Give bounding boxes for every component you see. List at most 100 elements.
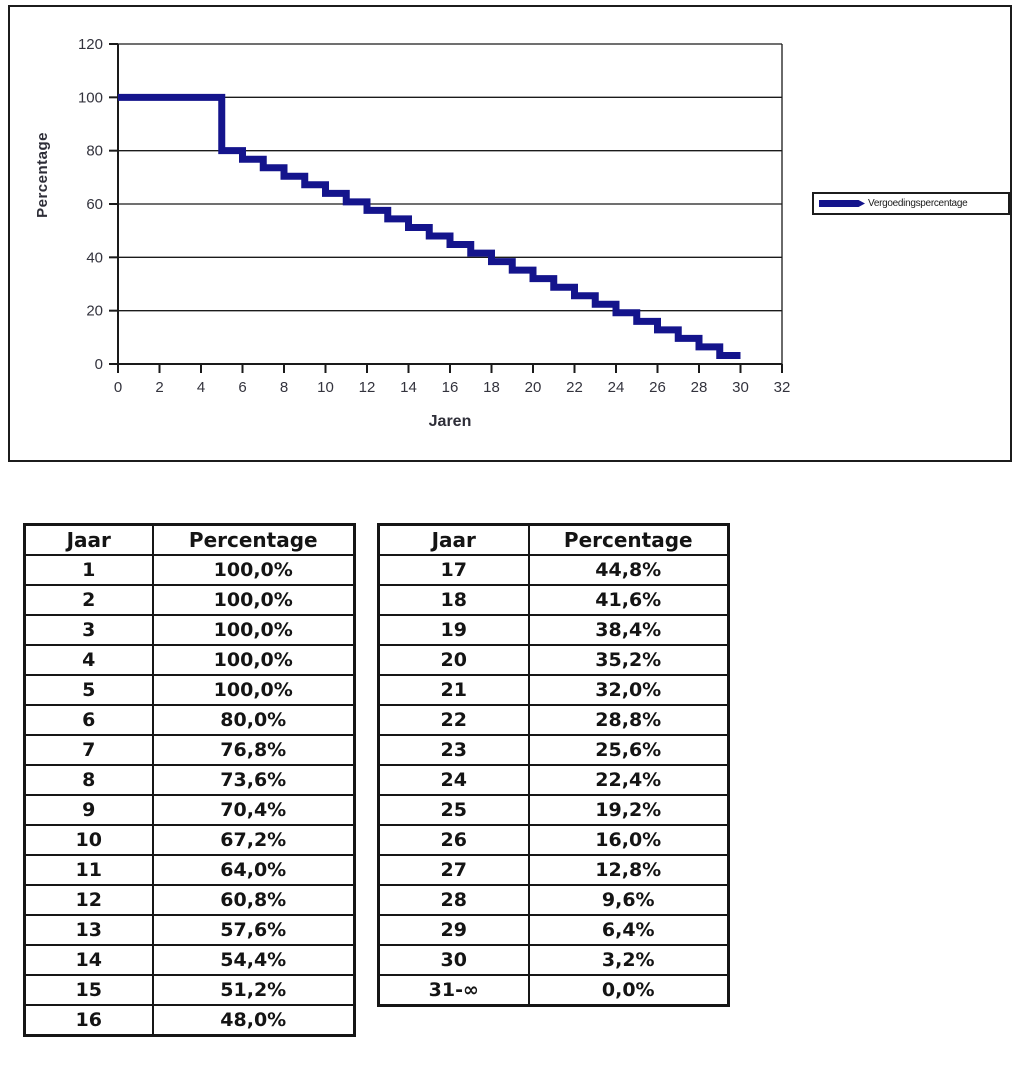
x-tick-label: 4: [197, 379, 205, 396]
year-cell: 18: [377, 584, 530, 616]
year-cell: 20: [377, 644, 530, 676]
table-row: 3 100,0%: [23, 614, 356, 646]
x-tick-label: 8: [280, 379, 288, 396]
x-tick-label: 6: [238, 379, 246, 396]
percentage-cell: 67,2%: [151, 824, 356, 856]
year-cell: 4: [23, 644, 154, 676]
year-cell: 5: [23, 674, 154, 706]
x-tick-label: 24: [608, 379, 625, 396]
table-row: 28 9,6%: [377, 884, 730, 916]
table-row: 23 25,6%: [377, 734, 730, 766]
year-cell: 9: [23, 794, 154, 826]
x-tick-label: 12: [359, 379, 376, 396]
column-header: Percentage: [527, 523, 730, 556]
percentage-cell: 41,6%: [527, 584, 730, 616]
y-tick-label: 100: [78, 89, 103, 106]
x-tick-label: 14: [400, 379, 417, 396]
chart-legend: Vergoedingspercentage: [812, 192, 1010, 215]
table-row: 1 100,0%: [23, 554, 356, 586]
legend-label: Vergoedingspercentage: [868, 198, 968, 209]
table-row: 9 70,4%: [23, 794, 356, 826]
x-tick-label: 28: [691, 379, 708, 396]
percentage-cell: 70,4%: [151, 794, 356, 826]
year-cell: 14: [23, 944, 154, 976]
x-tick-label: 0: [114, 379, 122, 396]
percentage-cell: 16,0%: [527, 824, 730, 856]
y-axis-title: Percentage: [34, 132, 51, 218]
y-tick-label: 120: [78, 36, 103, 53]
percentage-cell: 80,0%: [151, 704, 356, 736]
percentage-cell: 38,4%: [527, 614, 730, 646]
percentage-table-years-1-16: Jaar Percentage 1 100,0% 2 100,0% 3 100,0% 4 100,…: [23, 523, 356, 1037]
y-tick-label: 40: [86, 249, 103, 266]
table-row: 26 16,0%: [377, 824, 730, 856]
x-tick-label: 30: [732, 379, 749, 396]
percentage-cell: 22,4%: [527, 764, 730, 796]
year-cell: 7: [23, 734, 154, 766]
percentage-cell: 48,0%: [151, 1004, 356, 1037]
column-header: Jaar: [377, 523, 530, 556]
percentage-cell: 51,2%: [151, 974, 356, 1006]
chart-frame: 0 20 40 60 80 100 120 0 2 4 6 8 10 12 14 16 18 20 22 24 26 28…: [8, 5, 1012, 462]
table-row: 25 19,2%: [377, 794, 730, 826]
year-cell: 10: [23, 824, 154, 856]
table-row: 6 80,0%: [23, 704, 356, 736]
year-cell: 28: [377, 884, 530, 916]
table-row: 7 76,8%: [23, 734, 356, 766]
table-row: 27 12,8%: [377, 854, 730, 886]
table-row: 15 51,2%: [23, 974, 356, 1006]
table-row: 22 28,8%: [377, 704, 730, 736]
percentage-cell: 100,0%: [151, 674, 356, 706]
y-tick-label: 60: [86, 196, 103, 213]
percentage-cell: 73,6%: [151, 764, 356, 796]
table-row: 10 67,2%: [23, 824, 356, 856]
x-tick-label: 20: [525, 379, 542, 396]
x-tick-label: 32: [774, 379, 791, 396]
percentage-table-years-17-inf: Jaar Percentage 17 44,8% 18 41,6% 19 38,4% 20 35,…: [377, 523, 730, 1007]
column-header: Percentage: [151, 523, 356, 556]
year-cell: 21: [377, 674, 530, 706]
year-cell: 13: [23, 914, 154, 946]
table-row: 13 57,6%: [23, 914, 356, 946]
y-tick-label: 0: [95, 356, 103, 373]
table-row: 8 73,6%: [23, 764, 356, 796]
table-header-row: Jaar Percentage: [377, 523, 730, 556]
percentage-cell: 19,2%: [527, 794, 730, 826]
table-row: 19 38,4%: [377, 614, 730, 646]
table-row: 16 48,0%: [23, 1004, 356, 1037]
table-row: 30 3,2%: [377, 944, 730, 976]
year-cell: 11: [23, 854, 154, 886]
year-cell: 22: [377, 704, 530, 736]
year-cell: 3: [23, 614, 154, 646]
year-cell: 25: [377, 794, 530, 826]
percentage-cell: 100,0%: [151, 614, 356, 646]
y-tick-label: 80: [86, 143, 103, 160]
table-row: 21 32,0%: [377, 674, 730, 706]
year-cell: 30: [377, 944, 530, 976]
y-tick-label: 20: [86, 303, 103, 320]
year-cell: 12: [23, 884, 154, 916]
table-row: 2 100,0%: [23, 584, 356, 616]
x-tick-label: 22: [566, 379, 583, 396]
percentage-cell: 76,8%: [151, 734, 356, 766]
year-cell: 17: [377, 554, 530, 586]
percentage-cell: 28,8%: [527, 704, 730, 736]
percentage-cell: 44,8%: [527, 554, 730, 586]
table-row: 29 6,4%: [377, 914, 730, 946]
table-row: 4 100,0%: [23, 644, 356, 676]
table-row: 24 22,4%: [377, 764, 730, 796]
table-row: 11 64,0%: [23, 854, 356, 886]
x-tick-label: 18: [483, 379, 500, 396]
table-row: 17 44,8%: [377, 554, 730, 586]
year-cell: 24: [377, 764, 530, 796]
x-axis-title: Jaren: [428, 413, 472, 430]
table-row: 18 41,6%: [377, 584, 730, 616]
year-cell: 16: [23, 1004, 154, 1037]
x-tick-label: 16: [442, 379, 459, 396]
year-cell: 1: [23, 554, 154, 586]
x-tick-label: 2: [155, 379, 163, 396]
table-row: 12 60,8%: [23, 884, 356, 916]
table-header-row: Jaar Percentage: [23, 523, 356, 556]
table-row: 5 100,0%: [23, 674, 356, 706]
